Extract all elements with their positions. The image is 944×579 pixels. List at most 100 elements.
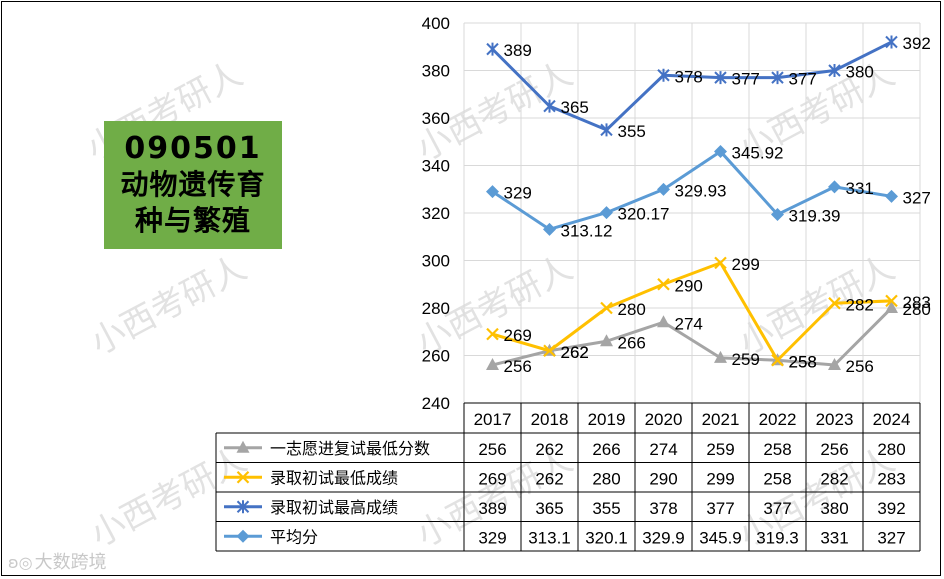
table-cell-value: 378	[649, 499, 677, 518]
table-cell-value: 274	[649, 440, 677, 459]
series-line	[491, 40, 893, 132]
marker-diamond	[236, 529, 250, 543]
table-cell-value: 313.1	[528, 528, 571, 547]
data-label: 299	[732, 255, 760, 274]
marker-x	[236, 470, 250, 484]
marker-x	[486, 327, 499, 341]
marker-diamond	[486, 185, 499, 199]
data-label: 329	[504, 184, 532, 203]
x-tick-label: 2024	[873, 410, 911, 429]
legend-series-name: 录取初试最高成绩	[270, 498, 398, 517]
legend-series-name: 录取初试最低成绩	[270, 468, 398, 487]
table-cell-value: 319.3	[756, 528, 799, 547]
data-label: 269	[504, 326, 532, 345]
table-cell-value: 269	[478, 469, 506, 488]
data-label: 355	[618, 122, 646, 141]
table-cell-value: 365	[535, 499, 563, 518]
data-label: 392	[903, 34, 931, 53]
marker-diamond	[543, 222, 556, 236]
data-label: 378	[675, 67, 703, 86]
table-cell-value: 259	[706, 440, 734, 459]
data-label: 377	[789, 70, 817, 89]
table-cell-value: 345.9	[699, 528, 742, 547]
table-cell-value: 262	[535, 469, 563, 488]
y-tick-label: 280	[422, 299, 450, 318]
data-label: 262	[561, 343, 589, 362]
table-cell-value: 320.1	[585, 528, 628, 547]
data-label: 258	[789, 352, 817, 371]
marker-x	[885, 294, 898, 308]
table-cell-value: 290	[649, 469, 677, 488]
marker-diamond	[828, 180, 841, 194]
table-cell-value: 380	[820, 499, 848, 518]
y-tick-label: 300	[422, 252, 450, 271]
wechat-logo-icon: ʚ◎	[8, 553, 33, 572]
table-cell-value: 262	[535, 440, 563, 459]
marker-triangle	[600, 334, 613, 347]
marker-x	[600, 301, 613, 315]
marker-triangle	[714, 350, 727, 363]
data-label: 320.17	[618, 205, 670, 224]
data-label: 282	[846, 295, 874, 314]
marker-x	[771, 353, 784, 367]
y-tick-label: 240	[422, 394, 450, 413]
marker-x	[657, 277, 670, 291]
data-label: 256	[504, 357, 532, 376]
table-cell-value: 389	[478, 499, 506, 518]
data-label: 365	[561, 98, 589, 117]
data-label: 280	[618, 300, 646, 319]
table-cell-value: 329.9	[642, 528, 685, 547]
table-cell-value: 256	[478, 440, 506, 459]
table-cell-value: 327	[877, 528, 905, 547]
x-tick-label: 2022	[759, 410, 797, 429]
major-name-line-1: 动物遗传育	[120, 168, 266, 201]
data-label: 329.93	[675, 181, 727, 200]
table-cell-value: 377	[763, 499, 791, 518]
data-label: 266	[618, 333, 646, 352]
data-label: 262	[561, 343, 589, 362]
data-label: 377	[732, 70, 760, 89]
table-cell-value: 258	[763, 469, 791, 488]
data-label: 345.92	[732, 143, 784, 162]
table-cell-value: 392	[877, 499, 905, 518]
legend-series-name: 平均分	[270, 527, 318, 546]
x-tick-label: 2019	[588, 410, 626, 429]
marker-triangle	[236, 440, 250, 453]
table-cell-value: 256	[820, 440, 848, 459]
series-line	[492, 306, 893, 367]
legend-series-name: 一志愿进复试最低分数	[270, 439, 430, 458]
y-tick-label: 400	[422, 14, 450, 33]
x-tick-label: 2020	[645, 410, 683, 429]
data-label: 327	[903, 188, 931, 207]
series-line	[491, 149, 892, 231]
y-tick-label: 340	[422, 157, 450, 176]
x-tick-label: 2021	[702, 410, 740, 429]
data-label: 259	[732, 350, 760, 369]
marker-x	[543, 344, 556, 358]
marker-diamond	[771, 207, 784, 221]
table-cell-value: 377	[706, 499, 734, 518]
y-tick-label: 380	[422, 62, 450, 81]
y-tick-label: 360	[422, 109, 450, 128]
data-label: 331	[846, 179, 874, 198]
marker-triangle	[885, 301, 898, 313]
major-title-box: 090501 动物遗传育 种与繁殖	[104, 121, 282, 249]
table-cell-value: 280	[592, 469, 620, 488]
series-lines	[486, 35, 898, 370]
marker-diamond	[885, 189, 898, 203]
data-label: 280	[903, 300, 931, 319]
y-axis: 240 260 280 300 320 340 360 380 400	[422, 14, 450, 413]
data-label: 274	[675, 314, 703, 333]
marker-triangle	[486, 358, 499, 370]
table-cell-value: 280	[877, 440, 905, 459]
data-label: 380	[846, 63, 874, 82]
marker-diamond	[600, 206, 613, 220]
data-label: 283	[903, 293, 931, 312]
marker-diamond	[657, 182, 670, 196]
data-label: 256	[846, 357, 874, 376]
x-tick-label: 2023	[816, 410, 854, 429]
footer-logo: ʚ◎ 大数跨境	[8, 548, 107, 574]
